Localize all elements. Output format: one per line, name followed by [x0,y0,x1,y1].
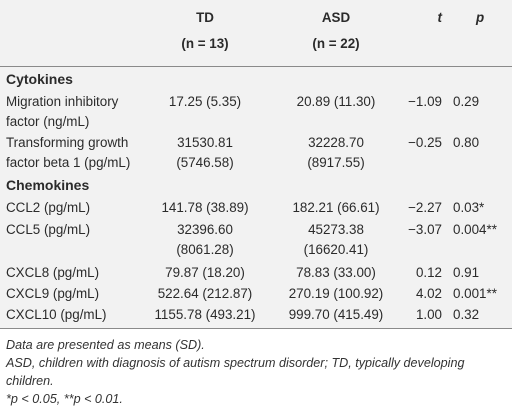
row-label: CXCL9 (pg/mL) [6,286,100,301]
table-bottom-divider [0,328,512,329]
header-p: p [476,10,485,25]
p-value: 0.004** [453,222,497,237]
p-value: 0.32 [453,307,480,322]
header-asd: ASD [321,10,351,25]
td-value: 522.64 (212.87) [157,286,253,301]
p-value: 0.001** [453,286,497,301]
row-label: Migration inhibitory [6,94,119,109]
header-td-n: (n = 13) [181,36,229,51]
asd-value: (8917.55) [307,155,365,170]
td-value: 17.25 (5.35) [168,94,242,109]
asd-value: (16620.41) [303,242,369,257]
row-label: CXCL8 (pg/mL) [6,265,100,280]
asd-value: 78.83 (33.00) [296,265,376,280]
t-value: −1.09 [408,94,442,109]
header-td: TD [196,10,214,25]
t-value: 4.02 [415,286,442,301]
asd-value: 20.89 (11.30) [296,94,376,109]
td-value: 32396.60 [177,222,233,237]
row-label: factor beta 1 (pg/mL) [6,155,131,170]
p-value: 0.80 [453,135,480,150]
t-value: 1.00 [415,307,442,322]
t-value: −3.07 [408,222,442,237]
section-title: Chemokines [6,177,90,193]
asd-value: 182.21 (66.61) [292,200,380,215]
note-significance: *p < 0.05, **p < 0.01. [6,392,123,406]
td-value: (5746.58) [176,155,234,170]
header-divider [0,66,512,67]
header-t: t [437,10,442,25]
t-value: 0.12 [415,265,442,280]
note-abbreviations: ASD, children with diagnosis of autism s… [6,356,465,388]
t-value: −2.27 [408,200,442,215]
td-value: 1155.78 (493.21) [154,307,256,322]
asd-value: 999.70 (415.49) [288,307,384,322]
row-label: factor (ng/mL) [6,114,90,129]
row-label: CXCL10 (pg/mL) [6,307,107,322]
header-asd-n: (n = 22) [312,36,360,51]
td-value: 31530.81 [177,135,233,150]
row-label: CCL5 (pg/mL) [6,222,91,237]
asd-value: 45273.38 [308,222,364,237]
p-value: 0.91 [453,265,480,280]
td-value: 141.78 (38.89) [161,200,249,215]
row-label: CCL2 (pg/mL) [6,200,91,215]
table-notes: Data are presented as means (SD). ASD, c… [6,336,506,408]
note-data-format: Data are presented as means (SD). [6,338,205,352]
asd-value: 32228.70 [308,135,364,150]
asd-value: 270.19 (100.92) [288,286,384,301]
t-value: −0.25 [408,135,442,150]
section-title: Cytokines [6,71,73,87]
td-value: (8061.28) [176,242,234,257]
row-label: Transforming growth [6,135,129,150]
data-table: TD ASD t p (n = 13) (n = 22) Cytokines M… [0,0,512,328]
td-value: 79.87 (18.20) [165,265,245,280]
p-value: 0.03* [453,200,485,215]
p-value: 0.29 [453,94,480,109]
